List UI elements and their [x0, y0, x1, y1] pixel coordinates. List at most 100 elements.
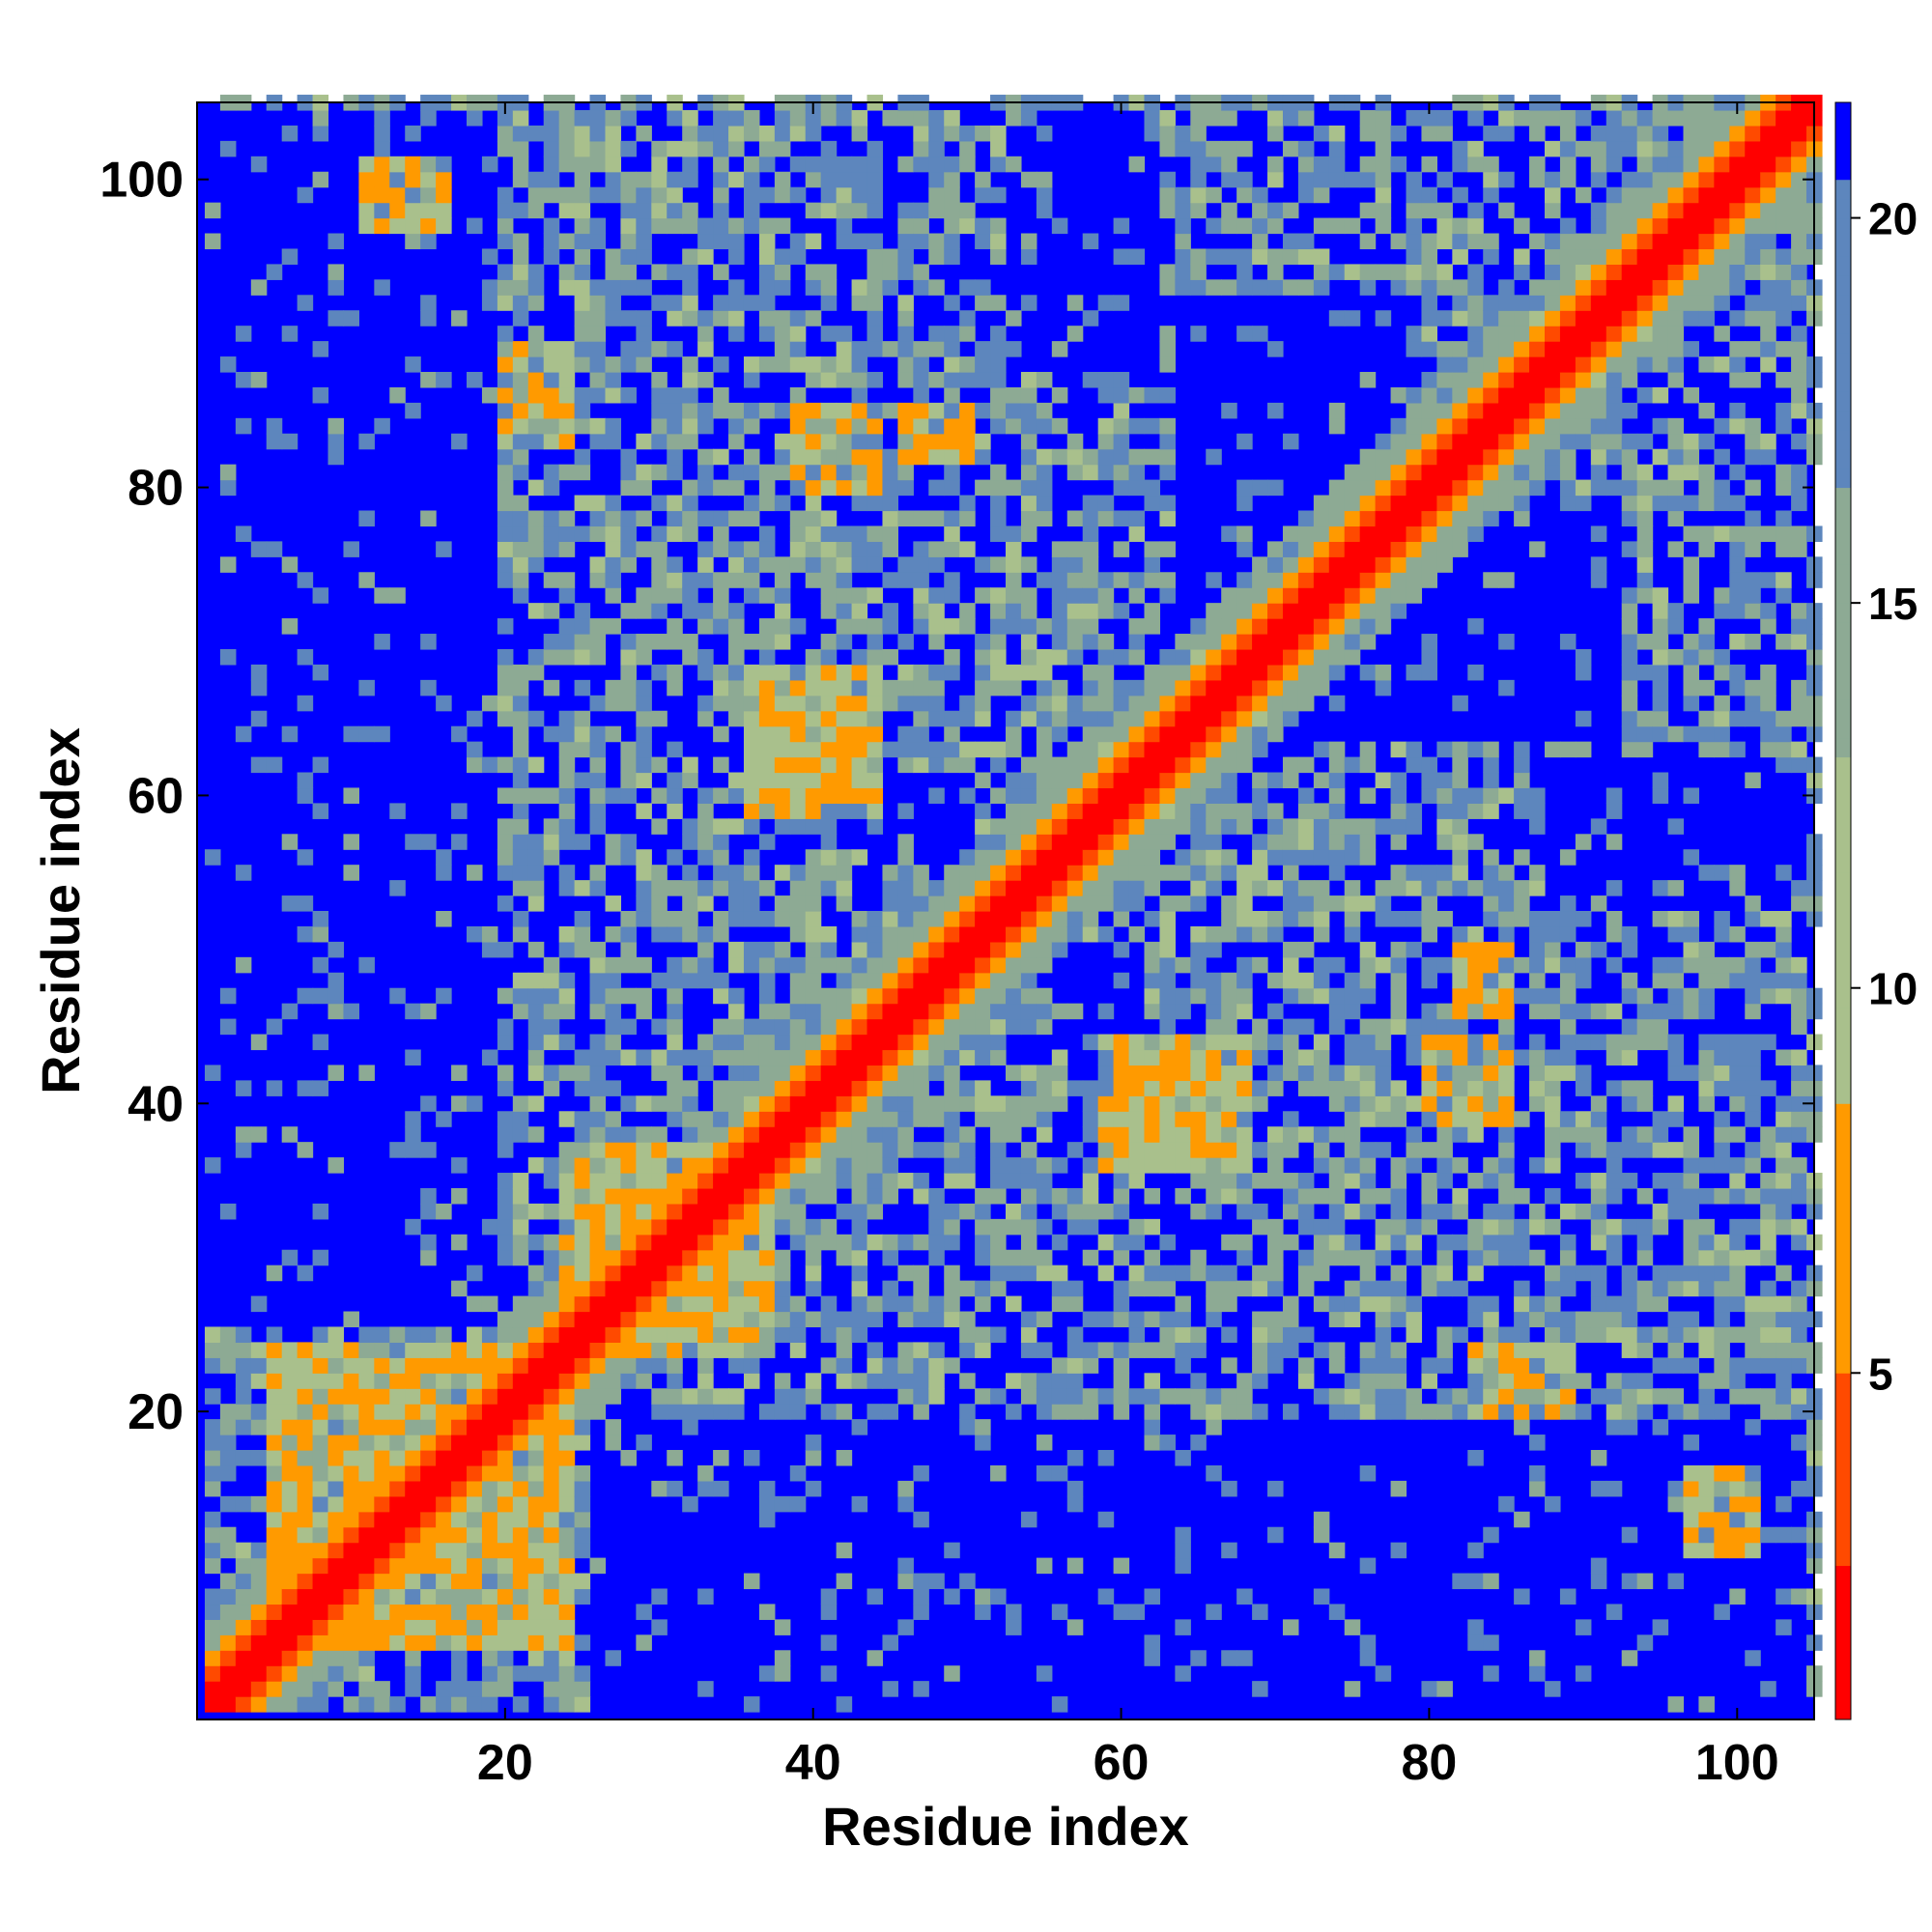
heatmap-cell [1344, 1373, 1361, 1389]
heatmap-cell [266, 1464, 283, 1482]
heatmap-cell [743, 1218, 760, 1236]
heatmap-cell [574, 356, 591, 373]
heatmap-cell [1344, 849, 1361, 866]
heatmap-cell [789, 556, 807, 573]
heatmap-cell [497, 1173, 514, 1189]
heatmap-cell [1483, 402, 1499, 419]
heatmap-cell [636, 171, 652, 188]
heatmap-cell [897, 1480, 914, 1497]
heatmap-cell [1282, 1065, 1299, 1081]
heatmap-cell [1483, 386, 1499, 404]
heatmap-cell [1406, 109, 1423, 127]
heatmap-cell [728, 326, 745, 342]
heatmap-cell [358, 1511, 375, 1528]
heatmap-cell [620, 941, 637, 958]
heatmap-cell [527, 326, 545, 342]
heatmap-cell [1328, 526, 1346, 542]
heatmap-cell [1113, 1142, 1130, 1158]
heatmap-cell [1190, 1034, 1207, 1051]
heatmap-cell [1051, 1404, 1068, 1420]
heatmap-cell [574, 925, 591, 943]
heatmap-cell [928, 1095, 945, 1112]
heatmap-cell [1467, 834, 1484, 850]
heatmap-cell [1206, 972, 1222, 989]
heatmap-cell [913, 448, 929, 466]
heatmap-cell [1066, 710, 1084, 727]
heatmap-cell [1006, 156, 1022, 173]
heatmap-cell [543, 787, 560, 804]
heatmap-cell [358, 1495, 375, 1513]
heatmap-cell [882, 341, 898, 357]
heatmap-cell [789, 818, 807, 835]
heatmap-cell [928, 695, 945, 712]
heatmap-cell [1467, 279, 1484, 296]
heatmap-cell [728, 1003, 745, 1020]
heatmap-cell [1575, 1264, 1592, 1282]
heatmap-cell [820, 987, 838, 1005]
heatmap-cell [497, 433, 514, 450]
heatmap-cell [1359, 1557, 1377, 1575]
heatmap-cell [1297, 1018, 1315, 1036]
heatmap-cell [1514, 326, 1530, 342]
heatmap-cell [1313, 772, 1330, 789]
heatmap-cell [1190, 1173, 1207, 1189]
heatmap-cell [959, 695, 976, 712]
heatmap-cell [1097, 1264, 1115, 1282]
heatmap-cell [867, 140, 884, 157]
heatmap-cell [1006, 1095, 1022, 1112]
heatmap-cell [1282, 865, 1299, 881]
heatmap-cell [1006, 849, 1022, 866]
heatmap-cell [836, 787, 853, 804]
heatmap-cell [1575, 1080, 1592, 1096]
heatmap-cell [928, 710, 945, 727]
heatmap-cell [1066, 911, 1084, 927]
heatmap-cell [1390, 1187, 1407, 1205]
heatmap-cell [1006, 526, 1022, 542]
heatmap-cell [1467, 341, 1484, 357]
heatmap-cell [944, 417, 960, 435]
heatmap-cell [820, 834, 838, 850]
heatmap-cell [1020, 1373, 1037, 1389]
heatmap-cell [451, 1634, 468, 1651]
heatmap-cell [1390, 1203, 1407, 1220]
heatmap-cell [836, 1065, 853, 1081]
heatmap-cell [1206, 1604, 1222, 1620]
heatmap-cell [527, 1480, 545, 1497]
heatmap-cell [651, 541, 668, 557]
heatmap-cell [1252, 603, 1268, 619]
heatmap-cell [1328, 895, 1346, 912]
heatmap-cell [1236, 495, 1253, 512]
heatmap-cell [682, 156, 698, 173]
heatmap-cell [574, 834, 591, 850]
heatmap-cell [697, 834, 714, 850]
heatmap-cell [1529, 448, 1546, 466]
heatmap-cell [1297, 572, 1315, 588]
heatmap-cell [1328, 1542, 1346, 1559]
heatmap-cell [1113, 1203, 1130, 1220]
heatmap-cell [697, 402, 714, 419]
heatmap-cell [1020, 233, 1037, 250]
heatmap-cell [1390, 1311, 1407, 1328]
heatmap-cell [436, 372, 452, 388]
heatmap-cell [1359, 834, 1377, 850]
heatmap-cell [897, 1342, 914, 1358]
heatmap-cell [374, 1495, 390, 1513]
heatmap-cell [1113, 818, 1130, 835]
heatmap-cell [605, 510, 622, 527]
heatmap-cell [820, 1126, 838, 1143]
heatmap-cell [697, 1249, 714, 1266]
heatmap-cell [250, 1342, 268, 1358]
heatmap-cell [1344, 572, 1361, 588]
heatmap-cell [1282, 1034, 1299, 1051]
heatmap-cell [1020, 1234, 1037, 1251]
heatmap-cell [1375, 1111, 1392, 1127]
heatmap-cell [990, 386, 1007, 404]
heatmap-cell [636, 911, 652, 927]
heatmap-cell [1190, 1326, 1207, 1343]
heatmap-cell [266, 1080, 283, 1096]
heatmap-cell [1206, 756, 1222, 774]
heatmap-cell [497, 1604, 514, 1620]
heatmap-cell [527, 987, 545, 1005]
heatmap-cell [420, 1634, 437, 1651]
heatmap-cell [636, 464, 652, 481]
